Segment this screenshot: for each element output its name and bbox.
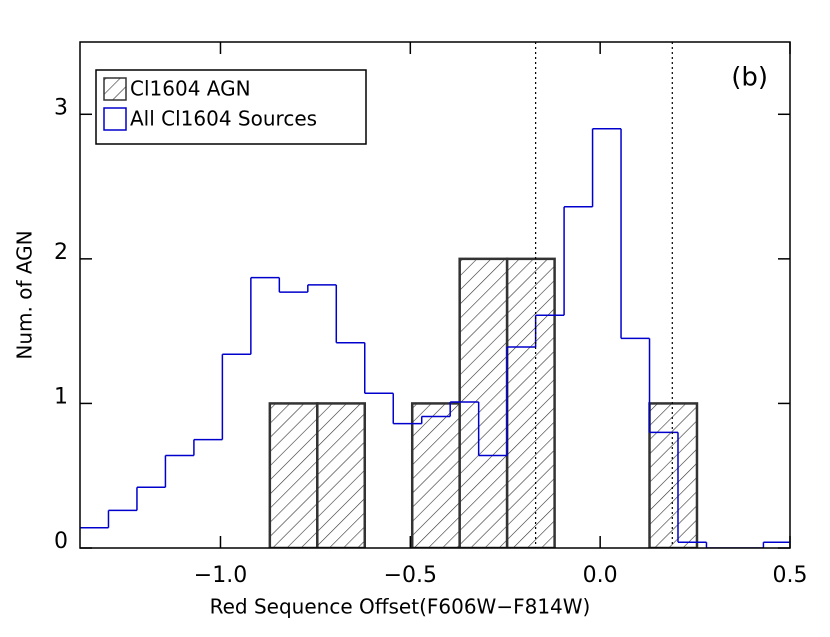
- bar: [505, 257, 556, 548]
- y-axis-label: Num. of AGN: [13, 230, 37, 359]
- y-tick-label: 1: [54, 384, 68, 409]
- legend-swatch: [103, 77, 127, 101]
- bar: [458, 257, 509, 548]
- axes-frame: [79, 41, 791, 549]
- bar: [316, 402, 367, 548]
- x-tick-label: −1.0: [194, 563, 247, 588]
- x-tick-label: 0.0: [583, 563, 618, 588]
- y-tick-label: 3: [54, 95, 68, 120]
- bar: [268, 402, 319, 548]
- legend-swatch: [103, 107, 127, 131]
- y-tick-label: 2: [54, 240, 68, 265]
- bar: [410, 402, 461, 548]
- y-tick-label: 0: [54, 529, 68, 554]
- bar: [648, 402, 699, 548]
- x-axis-label: Red Sequence Offset(F606W−F814W): [210, 595, 591, 619]
- legend-label: All Cl1604 Sources: [130, 107, 317, 131]
- legend-label: Cl1604 AGN: [130, 77, 251, 101]
- plot-area: [80, 127, 790, 548]
- legend-box: [95, 69, 367, 145]
- x-tick-label: 0.5: [773, 563, 808, 588]
- annotation: (b): [731, 63, 768, 93]
- x-tick-label: −0.5: [384, 563, 437, 588]
